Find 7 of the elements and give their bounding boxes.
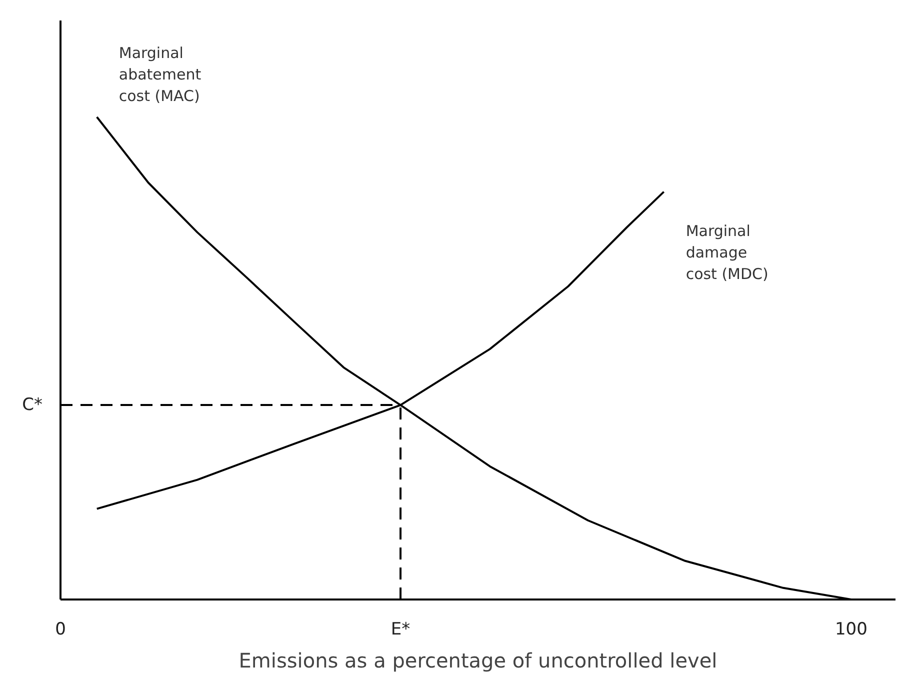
ref-line-label: C* <box>22 395 43 416</box>
x-tick-label: 0 <box>55 620 66 640</box>
ref-line-label: E* <box>390 620 410 640</box>
text: Marginal damage cost (MDC) <box>686 222 768 283</box>
x-axis-title: Emissions as a percentage of uncontrolled level <box>238 648 718 672</box>
x-tick-label: 100 <box>834 620 868 640</box>
series-label: Marginal abatement cost (MAC) <box>118 44 202 105</box>
